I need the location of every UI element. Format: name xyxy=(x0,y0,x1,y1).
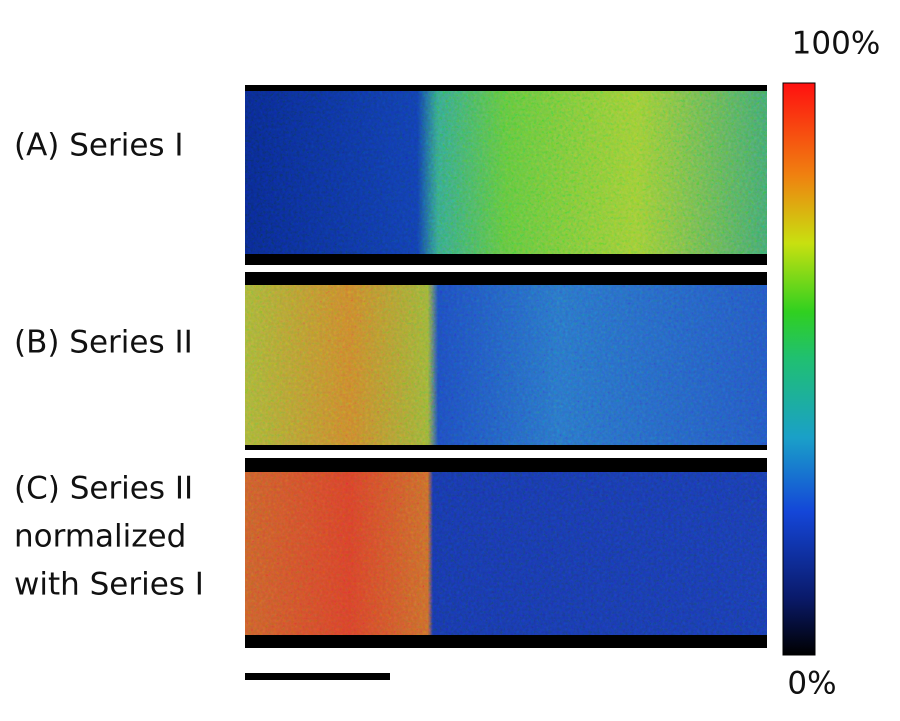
colorbar-min: 0% xyxy=(787,666,836,702)
colorbar-max: 100% xyxy=(792,26,881,62)
panel-label: (A) Series I xyxy=(14,128,184,164)
panel-label: (C) Series II xyxy=(14,471,193,507)
panel-a xyxy=(245,85,767,265)
scale-bar xyxy=(245,673,390,680)
heatmap-texture xyxy=(245,91,767,254)
panel-c xyxy=(245,458,767,648)
heatmap-texture xyxy=(245,472,767,635)
colorbar xyxy=(782,82,816,656)
panel-label: with Series I xyxy=(14,567,204,603)
panel-labels: (A) Series I (B) Series II (C) Series II no… xyxy=(14,128,204,603)
heatmap-texture xyxy=(245,285,767,445)
panel-label: (B) Series II xyxy=(14,325,193,361)
panel-b xyxy=(245,272,767,450)
panel-label: normalized xyxy=(14,519,186,555)
